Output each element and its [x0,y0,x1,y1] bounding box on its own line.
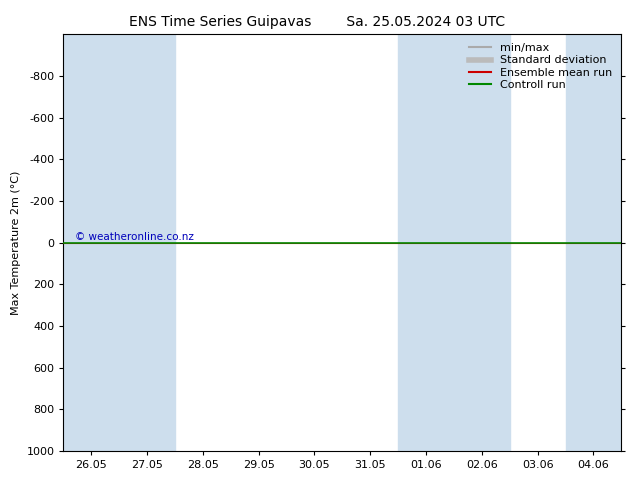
Bar [454,34,510,451]
Bar [63,34,119,451]
Bar [398,34,454,451]
Bar [566,34,621,451]
Y-axis label: Max Temperature 2m (°C): Max Temperature 2m (°C) [11,171,21,315]
Bar [119,34,175,451]
Text: ENS Time Series Guipavas        Sa. 25.05.2024 03 UTC: ENS Time Series Guipavas Sa. 25.05.2024 … [129,15,505,29]
Legend: min/max, Standard deviation, Ensemble mean run, Controll run: min/max, Standard deviation, Ensemble me… [466,40,616,93]
Text: © weatheronline.co.nz: © weatheronline.co.nz [75,232,193,243]
